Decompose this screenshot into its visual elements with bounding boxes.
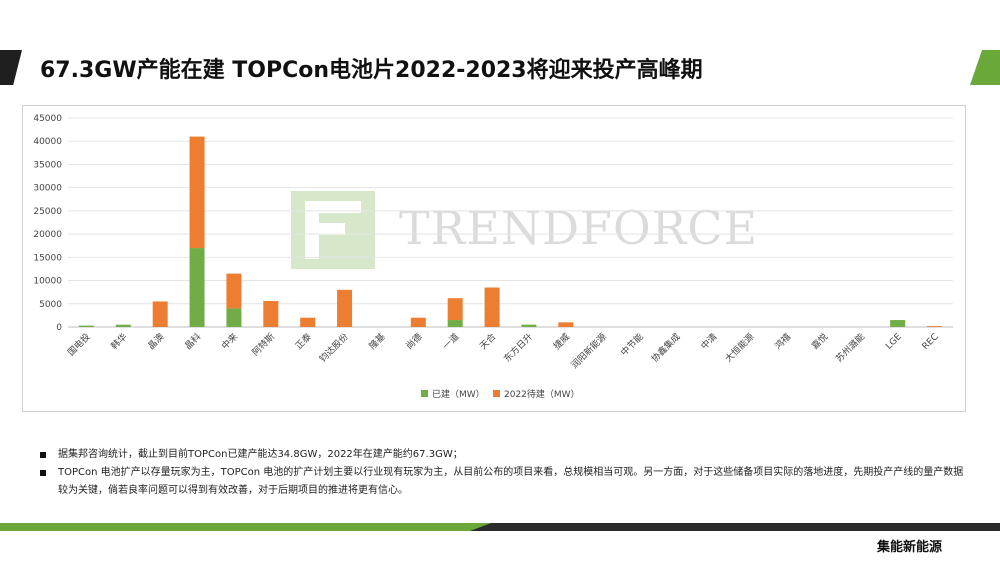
y-tick-label: 25000 (33, 207, 62, 217)
bullet-icon (40, 452, 46, 458)
x-tick-label: 中来 (219, 331, 240, 352)
legend-swatch-planned (493, 390, 500, 397)
note-text-1: 据集邦咨询统计，截止到目前TOPCon已建产能达34.8GW，2022年在建产能… (58, 449, 463, 460)
bar-built (115, 324, 131, 327)
x-tick-label: 隆基 (366, 331, 387, 352)
x-tick-label: 润阳新能源 (568, 331, 608, 371)
x-tick-label: LGE (884, 332, 904, 352)
right-title-accent (970, 50, 1000, 85)
x-tick-label: 尚德 (403, 331, 424, 352)
bar-planned (447, 298, 463, 321)
bar-planned (410, 317, 426, 327)
x-tick-label: REC (921, 332, 941, 352)
x-tick-label: 东方日升 (501, 331, 535, 365)
note-text-2: TOPCon 电池扩产以存量玩家为主，TOPCon 电池的扩产计划主要以行业现有… (58, 467, 964, 496)
notes-section: 据集邦咨询统计，截止到目前TOPCon已建产能达34.8GW，2022年在建产能… (40, 446, 970, 500)
y-tick-label: 30000 (33, 184, 62, 194)
x-tick-label: 大恒能源 (722, 331, 756, 365)
y-tick-label: 10000 (33, 277, 62, 287)
x-tick-label: 中清 (698, 331, 719, 352)
bar-built (78, 325, 94, 327)
legend-label-built: 已建（MW） (432, 388, 485, 400)
x-tick-label: 鸿禧 (772, 331, 793, 352)
bar-planned (189, 136, 205, 249)
y-tick-label: 20000 (33, 230, 62, 240)
y-tick-label: 40000 (33, 137, 62, 147)
page-title: 67.3GW产能在建 TOPCon电池片2022-2023将迎来投产高峰期 (40, 58, 703, 83)
bar-planned (263, 300, 279, 327)
x-tick-label: 晶科 (182, 331, 203, 352)
y-tick-label: 45000 (33, 114, 62, 124)
y-tick-label: 0 (56, 323, 62, 333)
note-item-2: TOPCon 电池扩产以存量玩家为主，TOPCon 电池的扩产计划主要以行业现有… (40, 464, 970, 500)
bar-planned (927, 326, 943, 327)
x-tick-label: 苏州潞能 (833, 331, 867, 365)
x-tick-label: 天合 (477, 331, 498, 352)
bar-built (189, 248, 205, 327)
bar-planned (152, 301, 168, 327)
x-tick-label: 正泰 (293, 331, 314, 352)
footer-green-bar (0, 523, 540, 531)
bar-built (521, 324, 537, 327)
x-tick-label: 一道 (440, 331, 461, 352)
bar-built (447, 320, 463, 327)
x-tick-label: 捷威 (551, 331, 572, 352)
x-tick-label: 嘉悦 (809, 331, 830, 352)
left-title-accent (0, 50, 22, 85)
bar-planned (558, 322, 574, 327)
bar-built (226, 308, 242, 327)
bar-planned (226, 273, 242, 309)
x-tick-label: 晶澳 (145, 331, 166, 352)
bar-built (890, 320, 906, 327)
x-tick-label: 国电投 (65, 331, 93, 359)
y-tick-label: 35000 (33, 160, 62, 170)
bar-planned (337, 289, 353, 327)
brand-name: 集能新能源 (876, 540, 942, 555)
x-tick-label: 阿特斯 (249, 331, 277, 359)
y-tick-label: 15000 (33, 253, 62, 263)
x-tick-label: 韩华 (108, 331, 129, 352)
y-tick-label: 5000 (39, 300, 62, 310)
bar-planned (484, 287, 500, 327)
note-item-1: 据集邦咨询统计，截止到目前TOPCon已建产能达34.8GW，2022年在建产能… (40, 446, 970, 464)
chart-container: TRENDFORCE 0 5000 10000 15000 20000 25000 3000… (22, 105, 966, 412)
footer-dark-bar (470, 523, 1000, 531)
bullet-icon (40, 470, 46, 476)
x-tick-label: 协鑫集成 (649, 331, 683, 365)
x-tick-label: 中节能 (618, 331, 646, 359)
legend-label-planned: 2022待建（MW） (504, 388, 580, 400)
bar-planned (300, 317, 316, 327)
stacked-bar-chart: 0 5000 10000 15000 20000 25000 30000 35000 40000… (33, 114, 953, 400)
legend-swatch-built (421, 390, 428, 397)
x-tick-label: 钧达股份 (317, 331, 351, 365)
